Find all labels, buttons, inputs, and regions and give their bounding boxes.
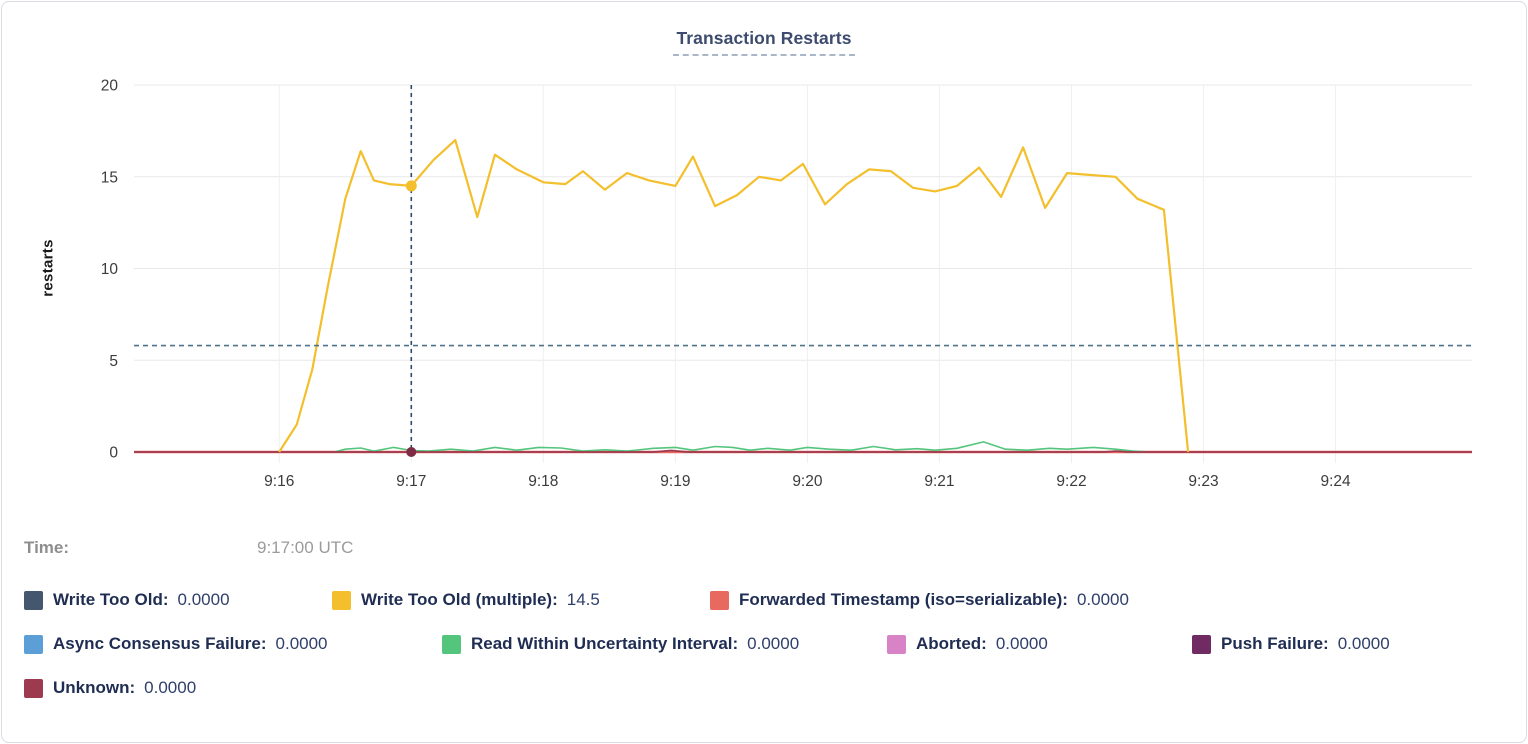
legend-swatch-icon <box>710 590 729 610</box>
transaction-restarts-chart-plot[interactable]: 0 5 10 15 20 9:16 9:17 9:18 9:19 9:20 9:21 9:22 9:23… <box>2 2 1527 522</box>
legend-item-async-consensus-failure: Async Consensus Failure: 0.0000 <box>24 634 442 654</box>
legend-item-aborted: Aborted: 0.0000 <box>887 634 1192 654</box>
legend-label: Push Failure: <box>1221 634 1329 653</box>
series-line-unknown <box>134 449 1472 453</box>
y-tick-label: 5 <box>109 353 118 370</box>
legend-row: Unknown: 0.0000 <box>24 678 1510 698</box>
x-tick-label: 9:23 <box>1188 473 1218 490</box>
legend-label: Write Too Old (multiple): <box>361 590 558 609</box>
legend-item-unknown: Unknown: 0.0000 <box>24 678 196 698</box>
legend: Write Too Old: 0.0000 Write Too Old (multi… <box>24 590 1510 722</box>
legend-value: 0.0000 <box>995 634 1048 653</box>
legend-value: 0.0000 <box>1337 634 1390 653</box>
legend-value: 0.0000 <box>275 634 328 653</box>
chart-title: Transaction Restarts <box>673 28 855 56</box>
legend-swatch-icon <box>332 590 351 610</box>
legend-item-push-failure: Push Failure: 0.0000 <box>1192 634 1390 654</box>
hover-point-baseline <box>406 447 417 457</box>
legend-row: Async Consensus Failure: 0.0000 Read Withi… <box>24 634 1510 654</box>
legend-swatch-icon <box>442 634 461 654</box>
y-tick-label: 20 <box>101 78 119 95</box>
x-tick-label: 9:17 <box>396 473 426 490</box>
legend-label: Write Too Old: <box>53 590 169 609</box>
x-tick-label: 9:19 <box>660 473 690 490</box>
y-tick-label: 10 <box>101 261 119 278</box>
legend-value: 14.5 <box>566 590 600 609</box>
legend-label: Forwarded Timestamp (iso=serializable): <box>739 590 1068 609</box>
y-tick-label: 15 <box>101 169 118 186</box>
x-tick-label: 9:20 <box>792 473 823 490</box>
legend-swatch-icon <box>24 590 43 610</box>
chart-title-wrap: Transaction Restarts <box>2 28 1526 56</box>
legend-value: 0.0000 <box>1076 590 1129 609</box>
y-tick-label: 0 <box>109 445 118 462</box>
x-tick-label: 9:22 <box>1056 473 1086 490</box>
hover-point-write-too-old-multiple <box>405 180 417 192</box>
legend-swatch-icon <box>24 678 43 698</box>
legend-item-forwarded-timestamp-iso-serializable: Forwarded Timestamp (iso=serializable): 0… <box>710 590 1129 610</box>
legend-row: Write Too Old: 0.0000 Write Too Old (multi… <box>24 590 1510 610</box>
time-value: 9:17:00 UTC <box>257 538 354 557</box>
x-tick-label: 9:24 <box>1320 473 1351 490</box>
x-tick-label: 9:16 <box>264 473 294 490</box>
legend-value: 0.0000 <box>747 634 800 653</box>
legend-swatch-icon <box>1192 634 1211 654</box>
hover-time-row: Time: 9:17:00 UTC <box>24 538 353 558</box>
time-label: Time: <box>24 538 70 557</box>
legend-item-write-too-old: Write Too Old: 0.0000 <box>24 590 332 610</box>
legend-value: 0.0000 <box>144 678 197 697</box>
legend-item-write-too-old-multiple: Write Too Old (multiple): 14.5 <box>332 590 710 610</box>
legend-label: Read Within Uncertainty Interval: <box>471 634 739 653</box>
legend-swatch-icon <box>887 634 906 654</box>
legend-value: 0.0000 <box>177 590 230 609</box>
legend-label: Aborted: <box>916 634 987 653</box>
series-line-write-too-old-multiple <box>278 139 1190 453</box>
legend-label: Unknown: <box>53 678 136 697</box>
series-line-read-within-uncertainty-interval <box>334 441 1149 453</box>
legend-label: Async Consensus Failure: <box>53 634 267 653</box>
legend-item-read-within-uncertainty-interval: Read Within Uncertainty Interval: 0.0000 <box>442 634 887 654</box>
x-tick-label: 9:21 <box>924 473 954 490</box>
legend-swatch-icon <box>24 634 43 654</box>
x-tick-label: 9:18 <box>528 473 558 490</box>
